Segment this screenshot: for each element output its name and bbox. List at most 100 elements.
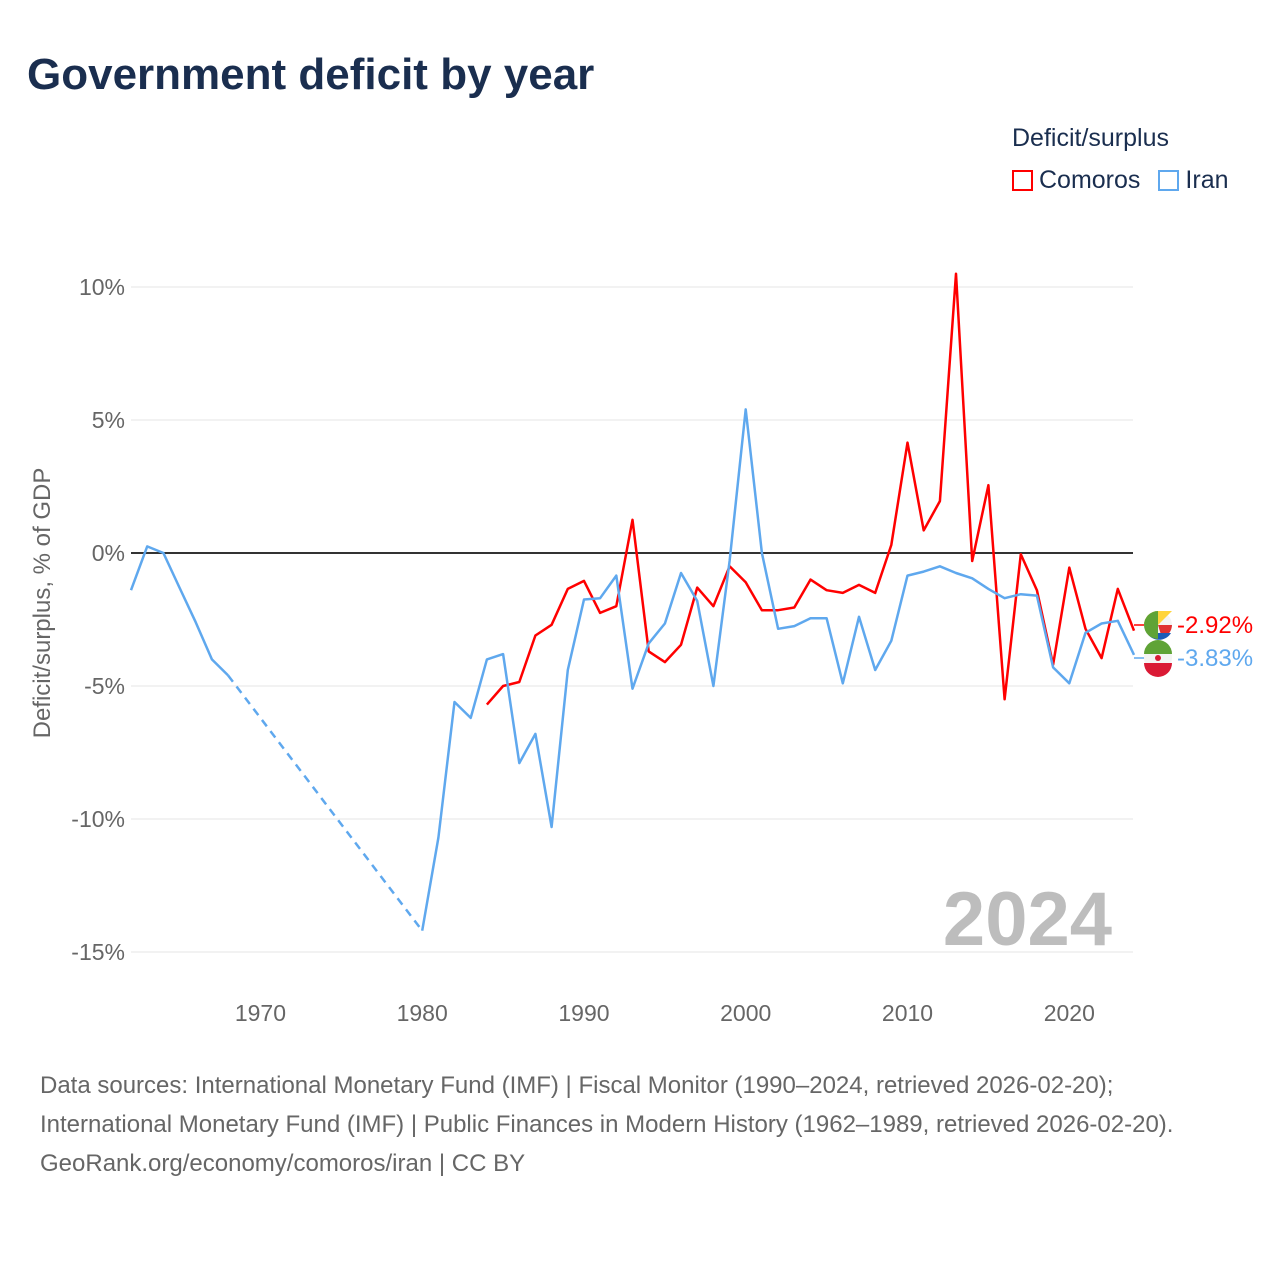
y-tick-label: -5% [84,673,125,699]
data-point [1082,630,1088,636]
data-point [581,578,587,584]
data-point [516,679,522,685]
data-point [630,686,636,692]
data-point [581,597,587,603]
legend-label: Iran [1185,166,1229,194]
data-point [613,603,619,609]
data-point [856,614,862,620]
data-point [807,577,813,583]
data-point [937,498,943,504]
credit-link[interactable]: GeoRank.org/economy/comoros/iran | CC BY [40,1150,526,1177]
x-tick-label: 1970 [235,1000,286,1026]
data-point [1034,587,1040,593]
data-point [905,573,911,579]
footer: Data sources: International Monetary Fun… [40,1066,1240,1183]
data-point [694,598,700,604]
data-point [1066,680,1072,686]
data-point [662,620,668,626]
data-point [452,699,458,705]
data-point [807,615,813,621]
flag-comoros-icon [1144,611,1172,640]
flag-iran-icon [1144,640,1172,677]
data-point [856,582,862,588]
chart-title: Government deficit by year [27,50,595,99]
flag-emblem [1155,655,1161,661]
data-point [710,603,716,609]
data-point [177,585,183,591]
x-tick-label: 2020 [1044,1000,1095,1026]
data-point [435,835,441,841]
y-tick-label: -15% [71,939,125,965]
flag-triangle [1144,611,1158,639]
year-watermark: 2024 [943,877,1112,962]
data-point [759,550,765,556]
series-gap-iran [227,674,424,932]
data-point [921,527,927,533]
data-point [791,605,797,611]
data-point [743,406,749,412]
data-point [1115,618,1121,624]
x-tick-label: 2000 [720,1000,771,1026]
data-point [532,632,538,638]
data-point [549,622,555,628]
data-point [953,271,959,277]
y-axis-label: Deficit/surplus, % of GDP [29,468,56,739]
data-point [1018,591,1024,597]
x-tick-label: 1990 [558,1000,609,1026]
flag-stripe [1144,640,1172,654]
legend-label: Comoros [1039,166,1141,194]
legend-title: Deficit/surplus [1012,124,1169,152]
data-point [532,731,538,737]
data-point [791,623,797,629]
data-point [565,667,571,673]
data-point [646,640,652,646]
end-value-label: -2.92% [1177,612,1253,639]
data-point [1018,551,1024,557]
series-line-comoros [485,272,1136,706]
data-point [484,656,490,662]
data-point [144,543,150,549]
legend-item-comoros[interactable]: Comoros [1012,166,1140,195]
data-point [613,573,619,579]
data-point [840,680,846,686]
legend-item-iran[interactable]: Iran [1158,166,1229,195]
data-point [1115,586,1121,592]
data-point [759,607,765,613]
series-line-iran [129,545,229,677]
data-point [468,715,474,721]
data-point [888,542,894,548]
legend-swatch-iran [1158,170,1180,191]
data-point [905,440,911,446]
data-point [824,615,830,621]
data-point [678,570,684,576]
data-point [597,595,603,601]
data-point [694,585,700,591]
data-point [630,517,636,523]
data-point [872,667,878,673]
flag-stripe [1144,663,1172,677]
data-point [937,563,943,569]
data-point [775,626,781,632]
data-point [775,607,781,613]
data-point [662,659,668,665]
data-point [727,558,733,564]
data-point [1002,595,1008,601]
data-point [888,638,894,644]
data-point [1099,620,1105,626]
end-value-label: -3.83% [1177,645,1253,672]
data-point [160,550,166,556]
data-point [710,683,716,689]
data-point [969,558,975,564]
data-point [419,928,425,934]
data-point [1066,565,1072,571]
data-point [921,569,927,575]
data-sources: Data sources: International Monetary Fun… [40,1072,1174,1138]
y-tick-label: 5% [92,407,125,433]
data-point [985,586,991,592]
data-point [953,570,959,576]
data-point [872,590,878,596]
data-point [128,587,134,593]
data-point [1131,652,1137,658]
data-point [484,702,490,708]
